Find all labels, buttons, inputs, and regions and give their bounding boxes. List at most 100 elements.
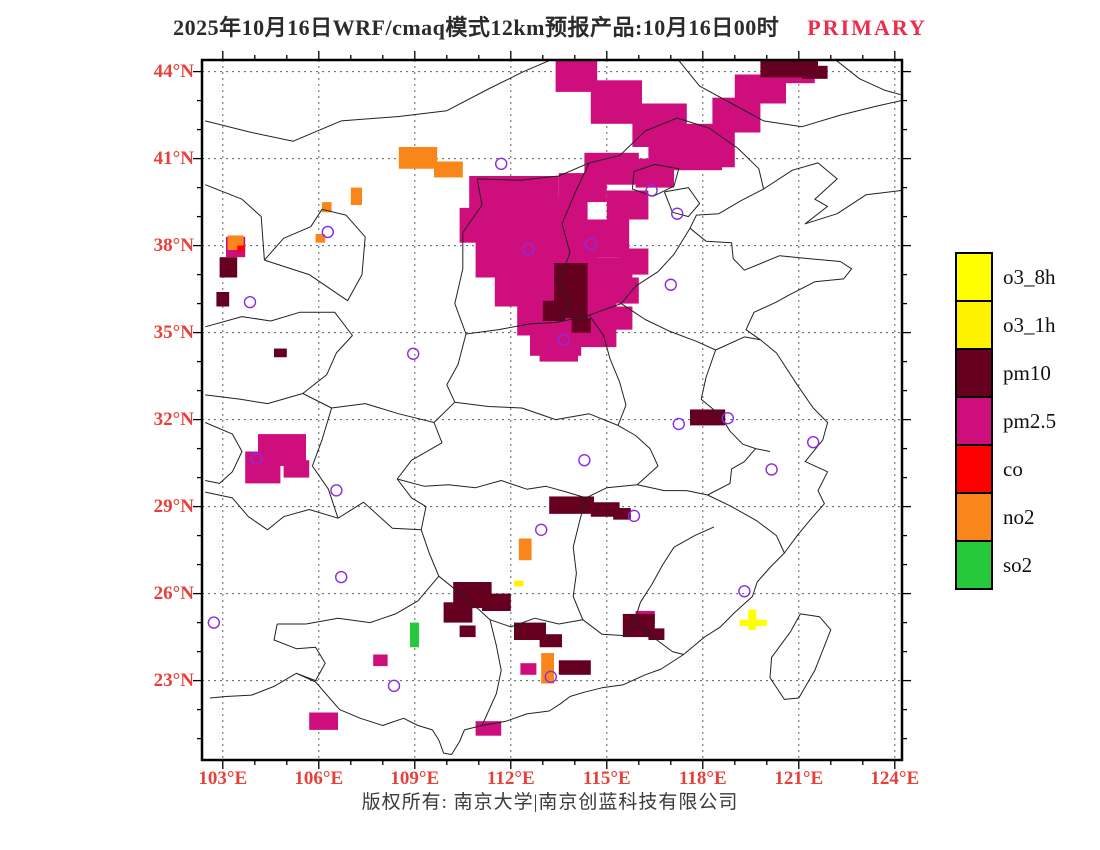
boundary-line: [677, 60, 902, 128]
pollution-cell-no2: [541, 653, 554, 684]
city-marker: [207, 616, 221, 629]
legend-label-o3_1h: o3_1h: [1003, 312, 1056, 337]
boundary-line: [633, 526, 715, 623]
lat-tick-label: 32°N: [153, 408, 194, 430]
boundary-line: [205, 491, 422, 531]
pollution-cell-pm10: [459, 625, 476, 638]
legend-item-co: co: [955, 444, 1056, 494]
boundary-line: [205, 311, 353, 405]
boundary-line: [707, 448, 756, 496]
city-marker: [807, 436, 820, 449]
pollution-cell-pm25: [600, 306, 633, 330]
boundary-line: [454, 401, 659, 486]
forecast-map: [193, 51, 911, 769]
legend-item-o3_8h: o3_8h: [955, 252, 1056, 302]
lon-tick-label: 106°E: [294, 768, 344, 789]
city-marker: [664, 278, 677, 291]
boundary-line: [397, 478, 708, 499]
boundary-line: [277, 575, 491, 625]
city-marker: [250, 452, 263, 465]
legend-item-pm25: pm2.5: [955, 396, 1056, 446]
pollution-cell-pm10: [613, 508, 631, 520]
pollution-cell-no2: [434, 161, 463, 178]
city-marker: [645, 184, 658, 197]
boundary-line: [631, 163, 680, 197]
legend-label-pm25: pm2.5: [1003, 408, 1057, 433]
legend-item-no2: no2: [955, 492, 1056, 542]
pollution-cell-pm25: [520, 663, 537, 675]
boundary-line: [700, 349, 771, 452]
pollution-cell-no2: [398, 146, 438, 169]
boundary-line: [572, 497, 587, 620]
boundary-line: [205, 184, 265, 261]
pollution-cell-pm25: [309, 712, 338, 730]
pollution-cell-pm25: [555, 60, 598, 92]
boundary-line: [620, 227, 691, 304]
lon-tick-label: 124°E: [870, 768, 920, 789]
legend-item-o3_1h: o3_1h: [955, 300, 1056, 350]
pollution-cell-pm10: [571, 318, 591, 333]
boundary-line: [205, 60, 552, 142]
pollution-cell-pm25: [603, 277, 639, 304]
pollution-cell-so2: [410, 622, 419, 648]
lon-tick-label: 109°E: [390, 768, 440, 789]
city-marker: [544, 670, 557, 684]
pollution-cell-pm25: [539, 341, 578, 362]
pollution-cell-pm25: [606, 190, 649, 220]
lon-tick-label: 115°E: [582, 768, 631, 789]
pollution-cell-pm25: [283, 460, 310, 478]
page-title: 2025年10月16日WRF/cmaq模式12km预报产品:10月16日00时 …: [0, 10, 1100, 42]
city-marker: [522, 243, 535, 256]
pollution-cell-no2: [322, 202, 332, 213]
legend-swatch-pm10: [955, 348, 993, 398]
pollution-cell-o3_1h: [514, 580, 524, 587]
pollution-cell-pm10: [558, 660, 591, 675]
pollution-cell-pm10: [482, 593, 511, 611]
boundary-line: [588, 314, 627, 426]
boundary-line: [311, 407, 339, 519]
city-markers: [207, 157, 820, 693]
legend-label-o3_8h: o3_8h: [1003, 264, 1056, 289]
boundary-line: [454, 178, 483, 335]
city-marker: [578, 453, 591, 467]
city-marker: [627, 509, 641, 523]
legend-item-so2: so2: [955, 540, 1056, 590]
city-marker: [738, 585, 751, 598]
city-marker: [672, 417, 685, 431]
lat-tick-label: 23°N: [153, 669, 194, 691]
legend-label-co: co: [1003, 456, 1023, 481]
pollution-cell-pm10: [539, 634, 562, 648]
boundary-line: [396, 333, 467, 480]
pollution-cell-no2: [518, 538, 532, 561]
lat-tick-label: 29°N: [153, 495, 194, 517]
pollution-cell-pm25: [619, 248, 649, 275]
pollution-cell-pm10: [542, 300, 566, 321]
lon-tick-label: 121°E: [774, 768, 824, 789]
map-frame: [200, 58, 904, 762]
legend-swatch-so2: [955, 540, 993, 590]
boundary-line: [663, 187, 701, 218]
city-marker: [406, 347, 420, 360]
pollution-cell-pm25: [373, 654, 388, 667]
city-marker: [387, 679, 401, 693]
city-marker: [535, 523, 548, 536]
pollution-cell-pm10: [549, 496, 594, 514]
boundary-line: [465, 321, 558, 335]
lat-tick-label: 38°N: [153, 234, 194, 256]
pollutant-legend: o3_8h o3_1h pm10 pm2.5 co no2 so2: [955, 252, 1056, 590]
province-boundaries: [205, 60, 902, 755]
city-marker: [495, 157, 508, 171]
boundary-line: [481, 619, 502, 726]
city-marker: [330, 484, 343, 497]
pollution-cell-no2: [315, 233, 326, 243]
lon-tick-label: 118°E: [678, 768, 727, 789]
boundary-line: [273, 623, 326, 682]
boundary-line: [489, 617, 684, 655]
legend-label-so2: so2: [1003, 552, 1033, 577]
lat-tick-label: 35°N: [153, 321, 194, 343]
pollution-cell-pm10: [443, 602, 473, 623]
boundary-line: [477, 162, 590, 181]
title-text: 2025年10月16日WRF/cmaq模式12km预报产品:10月16日00时: [173, 15, 780, 40]
legend-item-pm10: pm10: [955, 348, 1056, 398]
